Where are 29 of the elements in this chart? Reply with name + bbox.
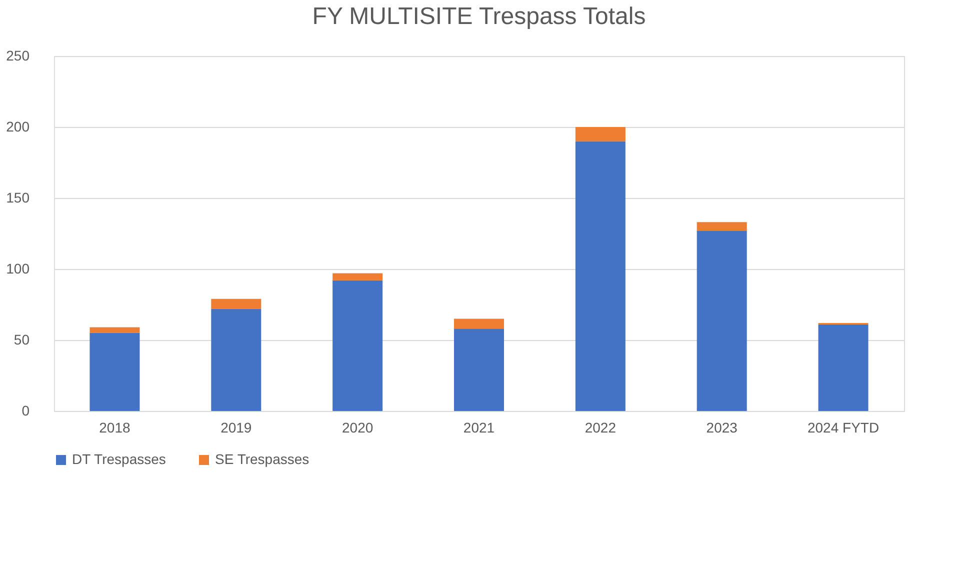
x-tick-label: 2023: [706, 420, 738, 436]
y-tick-label: 150: [6, 190, 30, 206]
bar: [211, 308, 262, 411]
bar: [332, 280, 383, 411]
bar: [90, 332, 140, 411]
y-tick-label: 50: [14, 332, 30, 348]
bar: [90, 327, 140, 333]
y-tick-label: 100: [6, 260, 30, 276]
bar: [454, 328, 504, 411]
bar: [575, 141, 626, 411]
x-tick-label: 2022: [584, 420, 616, 436]
bar: [454, 318, 504, 329]
chart-title: FY MULTISITE Trespass Totals: [312, 3, 646, 30]
y-tick-label: 0: [22, 402, 30, 418]
x-tick-label: 2024 FYTD: [807, 420, 880, 436]
bar: [575, 127, 626, 142]
x-tick-label: 2019: [220, 420, 252, 436]
y-tick-label: 200: [6, 118, 30, 134]
legend-label: SE Trespasses: [215, 451, 310, 467]
x-tick-label: 2021: [463, 420, 495, 436]
x-tick-label: 2020: [342, 420, 374, 436]
legend-label: DT Trespasses: [72, 451, 166, 467]
bar: [332, 273, 383, 280]
bar: [696, 230, 747, 411]
x-tick-label: 2018: [99, 420, 130, 436]
bar: [696, 222, 747, 231]
y-tick-label: 250: [6, 48, 30, 64]
bar: [211, 298, 262, 309]
bar: [818, 324, 868, 411]
